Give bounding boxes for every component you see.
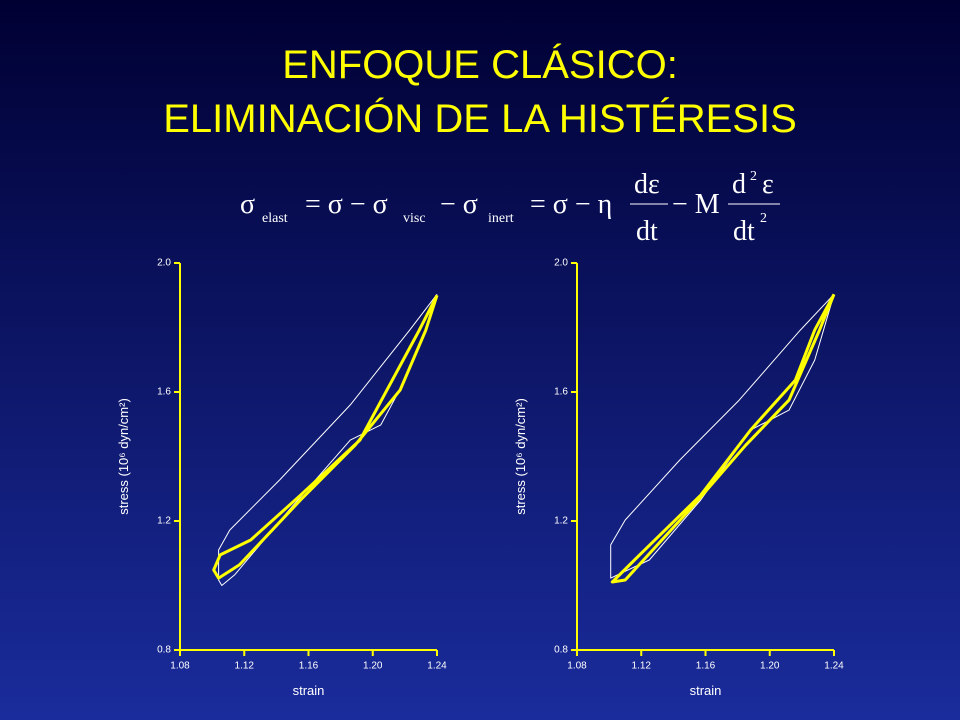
x-tick-label: 1.24 <box>427 661 447 672</box>
y-tick-label: 0.8 <box>554 645 568 656</box>
y-axis-label: stress (10⁶ dyn/cm²) <box>513 398 528 515</box>
y-tick-label: 1.6 <box>157 387 171 398</box>
formula-token: dt <box>733 216 755 247</box>
formula-token: inert <box>488 211 514 226</box>
y-tick-label: 1.2 <box>157 516 171 527</box>
x-tick-label: 1.12 <box>632 661 652 672</box>
chart: 0.8 1.2 1.6 2.0 1.08 1.12 1.16 1.20 1.24 strain st… <box>513 258 844 698</box>
x-tick-label: 1.20 <box>760 661 780 672</box>
x-tick-label: 1.20 <box>363 661 383 672</box>
y-axis-label: stress (10⁶ dyn/cm²) <box>116 398 131 515</box>
formula-token: 2 <box>760 211 767 226</box>
formula-token: − M <box>672 189 720 220</box>
formula-token: 2 <box>750 169 757 184</box>
x-tick-label: 1.16 <box>696 661 716 672</box>
x-axis-label: strain <box>690 683 722 698</box>
data-line <box>610 293 836 584</box>
y-tick-label: 0.8 <box>157 645 171 656</box>
title: ENFOQUE CLÁSICO: <box>282 42 678 87</box>
formula-token: σ <box>240 189 255 220</box>
formula-token: d <box>732 169 746 200</box>
chart: 0.8 1.2 1.6 2.0 1.08 1.12 1.16 1.20 1.24 strain st… <box>116 258 447 698</box>
x-tick-label: 1.08 <box>567 661 587 672</box>
formula-token: dt <box>636 216 658 247</box>
x-axis-label: strain <box>293 683 325 698</box>
x-tick-label: 1.08 <box>170 661 190 672</box>
y-tick-label: 1.2 <box>554 516 568 527</box>
formula-token: = σ − η <box>530 189 612 220</box>
formula: σ elast = σ − σ visc − σ inert = σ − η d… <box>240 169 780 247</box>
x-tick-label: 1.16 <box>299 661 319 672</box>
data-line <box>212 294 439 580</box>
formula-token: = σ − σ <box>305 189 388 220</box>
y-tick-label: 1.6 <box>554 387 568 398</box>
y-tick-label: 2.0 <box>554 258 568 269</box>
formula-token: visc <box>403 211 426 226</box>
x-tick-label: 1.24 <box>824 661 844 672</box>
x-tick-label: 1.12 <box>235 661 255 672</box>
title: ELIMINACIÓN DE LA HISTÉRESIS <box>163 96 797 141</box>
formula-token: − σ <box>440 189 478 220</box>
formula-token: ε <box>762 169 774 200</box>
data-line <box>610 293 835 579</box>
formula-token: elast <box>262 211 288 226</box>
formula-token: dε <box>634 169 660 200</box>
y-tick-label: 2.0 <box>157 258 171 269</box>
